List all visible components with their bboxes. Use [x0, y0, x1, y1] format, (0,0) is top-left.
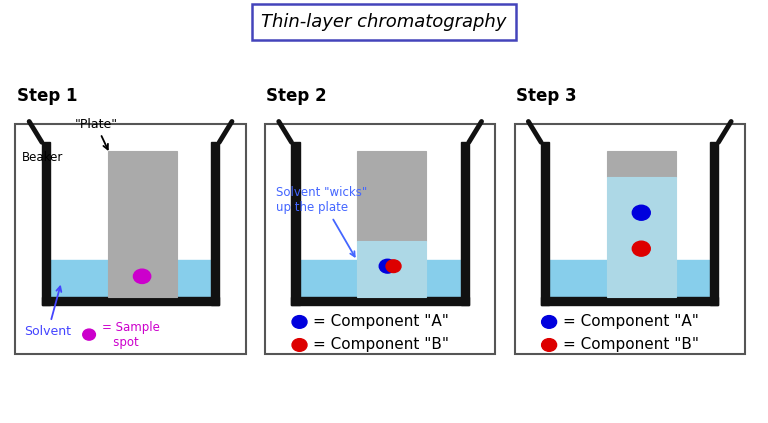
Text: Solvent: Solvent [25, 286, 71, 338]
Text: = Component "B": = Component "B" [313, 338, 449, 352]
Text: Step 1: Step 1 [17, 88, 77, 105]
Ellipse shape [292, 339, 307, 352]
Bar [41, 297, 220, 305]
Ellipse shape [541, 316, 557, 328]
Text: Step 2: Step 2 [266, 88, 326, 105]
Ellipse shape [632, 205, 650, 220]
Text: = Sample
   spot: = Sample spot [101, 321, 160, 349]
Text: = Component "B": = Component "B" [563, 338, 699, 352]
Bar [549, 260, 710, 297]
Text: "Plate": "Plate" [74, 118, 118, 149]
Ellipse shape [386, 260, 401, 272]
Ellipse shape [83, 329, 95, 340]
Bar [541, 142, 549, 305]
Bar [41, 142, 50, 305]
Text: Beaker: Beaker [22, 151, 64, 165]
Text: Step 3: Step 3 [516, 88, 576, 105]
Bar [710, 142, 719, 305]
Ellipse shape [379, 259, 396, 273]
Bar [292, 142, 300, 305]
Bar [357, 241, 426, 297]
Bar [607, 177, 676, 297]
Ellipse shape [292, 316, 307, 328]
Bar [108, 151, 177, 297]
Bar [211, 142, 220, 305]
Bar [292, 297, 468, 305]
Bar [607, 151, 676, 177]
Text: Thin-layer chromatography: Thin-layer chromatography [261, 13, 507, 31]
Text: Solvent "wicks"
up the plate: Solvent "wicks" up the plate [276, 187, 368, 256]
Bar [300, 260, 461, 297]
Bar [461, 142, 468, 305]
Text: = Component "A": = Component "A" [313, 314, 449, 330]
Bar [541, 297, 719, 305]
Text: = Component "A": = Component "A" [563, 314, 699, 330]
Ellipse shape [541, 339, 557, 352]
Bar [50, 260, 211, 297]
Bar [357, 151, 426, 241]
Ellipse shape [632, 241, 650, 256]
Ellipse shape [134, 269, 151, 283]
